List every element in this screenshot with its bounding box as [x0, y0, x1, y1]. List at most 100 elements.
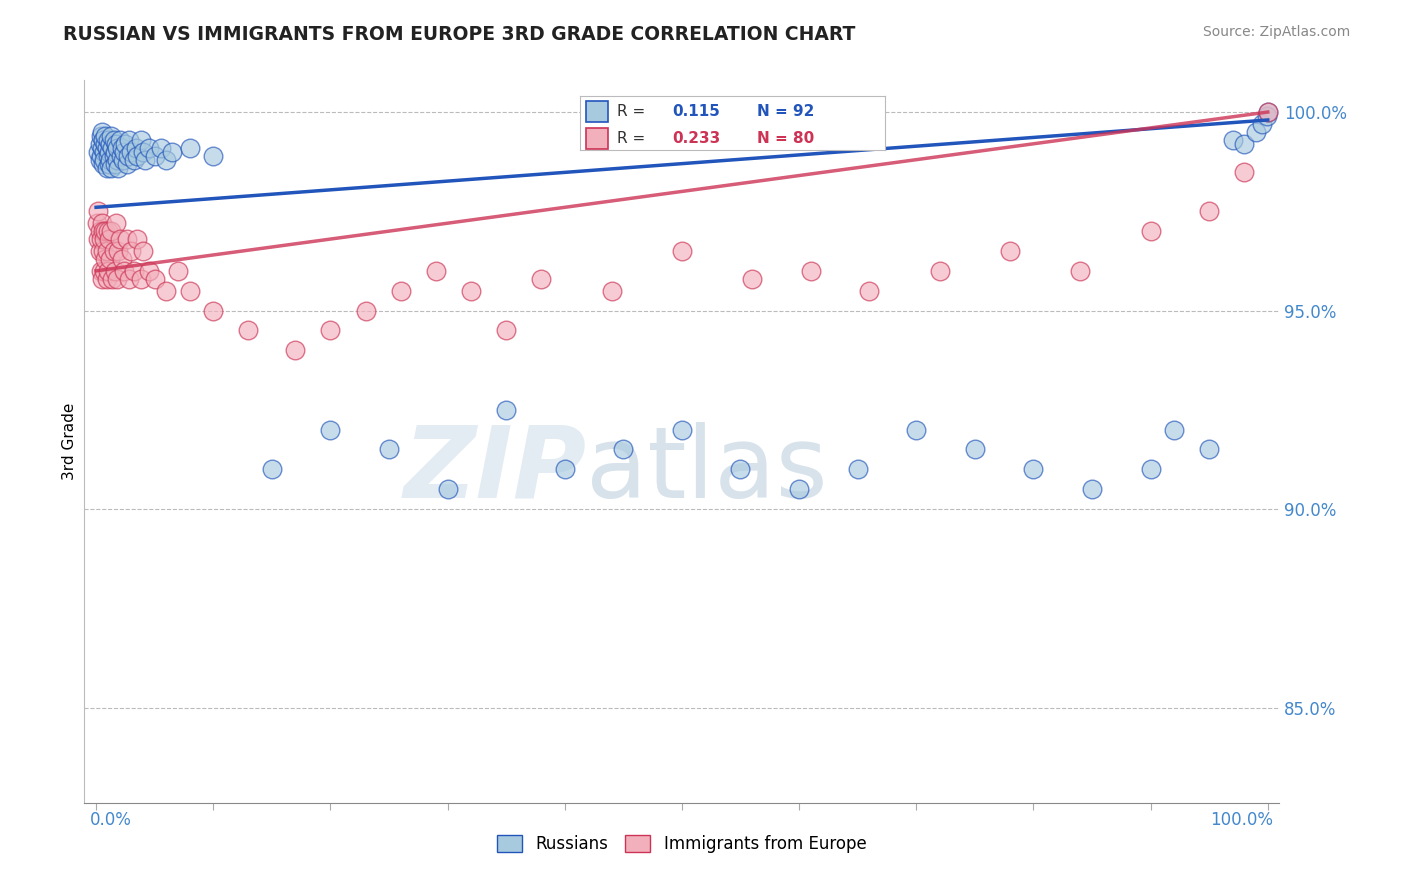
Point: [90, 149, 112, 163]
Point: [858, 284, 880, 298]
Point: [105, 153, 128, 167]
Point: [1251, 117, 1274, 131]
Point: [93, 264, 115, 278]
Point: [100, 128, 122, 143]
Point: [87, 145, 110, 159]
Point: [120, 244, 142, 258]
Point: [94, 128, 117, 143]
Point: [89, 153, 111, 167]
Point: [118, 272, 141, 286]
Point: [97, 149, 120, 163]
Point: [96, 161, 118, 175]
Point: [96, 141, 118, 155]
Text: RUSSIAN VS IMMIGRANTS FROM EUROPE 3RD GRADE CORRELATION CHART: RUSSIAN VS IMMIGRANTS FROM EUROPE 3RD GR…: [63, 25, 856, 44]
Point: [118, 133, 141, 147]
Point: [425, 264, 447, 278]
Point: [90, 141, 114, 155]
Point: [105, 141, 128, 155]
Point: [179, 141, 201, 155]
Point: [96, 272, 118, 286]
Point: [129, 133, 152, 147]
Point: [1163, 423, 1185, 437]
Point: [90, 125, 114, 139]
Point: [460, 284, 482, 298]
Point: [378, 442, 401, 457]
Point: [125, 141, 148, 155]
Point: [138, 264, 160, 278]
Point: [107, 244, 129, 258]
Point: [143, 272, 166, 286]
Point: [98, 153, 121, 167]
Point: [93, 232, 115, 246]
Point: [928, 264, 950, 278]
Point: [1233, 136, 1256, 151]
Point: [93, 153, 115, 167]
Point: [612, 442, 634, 457]
Point: [112, 153, 135, 167]
Point: [963, 442, 986, 457]
Point: [98, 145, 120, 159]
Point: [202, 149, 225, 163]
Point: [105, 272, 128, 286]
Point: [100, 224, 122, 238]
Point: [1139, 462, 1161, 476]
Point: [90, 128, 112, 143]
Point: [127, 232, 149, 246]
Point: [87, 204, 110, 219]
Point: [91, 156, 114, 170]
Point: [89, 244, 111, 258]
Point: [96, 244, 118, 258]
Point: [97, 264, 120, 278]
Point: [103, 149, 125, 163]
Point: [87, 232, 110, 246]
Point: [179, 284, 201, 298]
Point: [134, 153, 156, 167]
Point: [91, 244, 114, 258]
Point: [91, 133, 114, 147]
Point: [354, 303, 377, 318]
Point: [143, 149, 166, 163]
Point: [103, 133, 125, 147]
Point: [104, 145, 127, 159]
Point: [600, 284, 623, 298]
Point: [1222, 133, 1244, 147]
Point: [319, 323, 342, 337]
Point: [998, 244, 1021, 258]
Point: [93, 145, 115, 159]
Point: [1244, 125, 1267, 139]
Point: [91, 224, 114, 238]
Point: [1022, 462, 1045, 476]
Point: [101, 272, 124, 286]
Point: [1198, 204, 1220, 219]
Point: [89, 136, 111, 151]
Point: [101, 141, 124, 155]
Point: [105, 136, 127, 151]
Point: [284, 343, 307, 358]
Point: [132, 145, 155, 159]
Point: [436, 482, 458, 496]
Point: [100, 161, 122, 175]
Point: [90, 232, 112, 246]
Point: [389, 284, 412, 298]
Point: [787, 482, 810, 496]
Text: 100.0%: 100.0%: [1211, 811, 1274, 829]
Point: [1198, 442, 1220, 457]
Y-axis label: 3rd Grade: 3rd Grade: [62, 403, 77, 480]
Point: [111, 141, 134, 155]
Point: [103, 244, 125, 258]
Point: [1257, 105, 1279, 120]
Point: [138, 141, 160, 155]
Point: [86, 216, 108, 230]
Point: [112, 145, 135, 159]
Point: [846, 462, 869, 476]
Point: [94, 252, 117, 266]
Point: [671, 423, 693, 437]
Point: [115, 232, 138, 246]
Point: [94, 224, 117, 238]
Point: [238, 323, 260, 337]
Text: ZIP: ZIP: [404, 422, 586, 519]
Point: [495, 402, 517, 417]
Point: [530, 272, 553, 286]
Point: [90, 216, 114, 230]
Point: [120, 145, 142, 159]
